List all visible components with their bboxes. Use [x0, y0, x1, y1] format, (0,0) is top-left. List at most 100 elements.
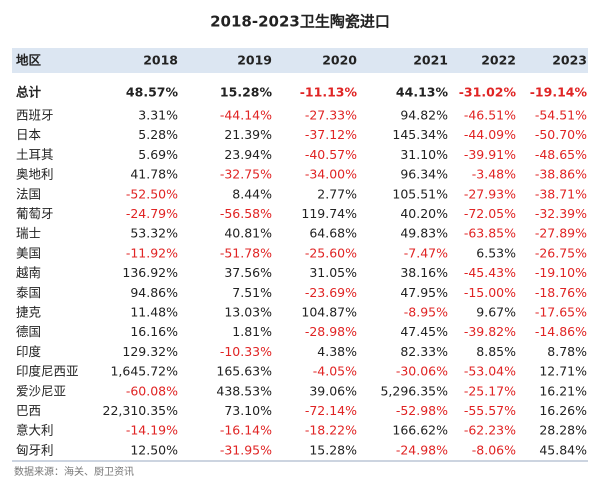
cell: -63.85% — [464, 226, 516, 241]
cell: 45.84% — [539, 442, 587, 457]
cell: -31.95% — [220, 442, 272, 457]
cell: 9.67% — [476, 305, 516, 320]
header-band — [12, 48, 588, 73]
row-label: 日本 — [16, 127, 42, 142]
cell: 44.13% — [396, 85, 449, 100]
header-cell: 2019 — [237, 53, 272, 68]
row-label: 匈牙利 — [16, 442, 54, 457]
cell: 16.21% — [539, 383, 587, 398]
cell: 82.33% — [400, 344, 448, 359]
cell: -4.05% — [313, 364, 357, 379]
cell: -16.14% — [220, 423, 272, 438]
cell: -27.93% — [464, 186, 516, 201]
row-label: 美国 — [16, 245, 41, 260]
cell: -34.00% — [305, 167, 357, 182]
cell: 38.16% — [400, 265, 448, 280]
cell: -39.82% — [464, 324, 516, 339]
cell: 166.62% — [392, 423, 448, 438]
cell: -10.33% — [220, 344, 272, 359]
cell: 1,645.72% — [110, 364, 178, 379]
cell: -44.09% — [464, 127, 516, 142]
cell: 37.56% — [224, 265, 272, 280]
cell: 136.92% — [122, 265, 178, 280]
cell: 64.68% — [309, 226, 357, 241]
row-label: 西班牙 — [16, 108, 54, 123]
cell: 12.71% — [539, 364, 587, 379]
row-label: 德国 — [16, 324, 41, 339]
cell: 13.03% — [224, 305, 272, 320]
cell: -53.04% — [464, 364, 516, 379]
cell: -51.78% — [220, 245, 272, 260]
cell: 105.51% — [392, 186, 448, 201]
cell: 12.50% — [130, 442, 178, 457]
row-label: 印度 — [16, 344, 42, 359]
footer: 数据来源：海关、厨卫资讯 — [14, 465, 134, 478]
cell: 16.26% — [539, 403, 587, 418]
cell: -48.65% — [535, 147, 587, 162]
row-label: 爱沙尼亚 — [16, 383, 66, 398]
cell: -55.57% — [464, 403, 516, 418]
cell: -62.23% — [464, 423, 516, 438]
cell: -72.05% — [464, 206, 516, 221]
title: 2018-2023卫生陶瓷进口 — [210, 13, 390, 31]
cell: -25.17% — [464, 383, 516, 398]
cell: 5.28% — [138, 127, 178, 142]
cell: 5,296.35% — [380, 383, 448, 398]
header-cell: 2020 — [322, 53, 357, 68]
cell: 438.53% — [216, 383, 272, 398]
cell: -19.14% — [530, 85, 588, 100]
row-label: 泰国 — [16, 285, 41, 300]
row-label: 印度尼西亚 — [16, 364, 79, 379]
cell: -40.57% — [305, 147, 357, 162]
cell: -18.22% — [305, 423, 357, 438]
cell: 165.63% — [216, 364, 272, 379]
cell: 4.38% — [317, 344, 357, 359]
cell: -45.43% — [464, 265, 516, 280]
cell: -37.12% — [305, 127, 357, 142]
cell: 40.81% — [224, 226, 272, 241]
cell: 8.78% — [547, 344, 587, 359]
cell: -8.95% — [404, 305, 448, 320]
cell: -27.33% — [305, 108, 357, 123]
cell: -54.51% — [535, 108, 587, 123]
cell: -27.89% — [535, 226, 587, 241]
cell: 5.69% — [138, 147, 178, 162]
cell: -11.13% — [300, 85, 358, 100]
row-label: 瑞士 — [16, 226, 41, 241]
header-cell: 地区 — [16, 53, 42, 68]
cell: -32.39% — [535, 206, 587, 221]
cell: -14.86% — [535, 324, 587, 339]
cell: 73.10% — [224, 403, 272, 418]
cell: 94.86% — [130, 285, 178, 300]
cell: -18.76% — [535, 285, 587, 300]
row-label: 巴西 — [16, 403, 41, 418]
cell: 16.16% — [130, 324, 178, 339]
cell: -30.06% — [396, 364, 448, 379]
cell: -32.75% — [220, 167, 272, 182]
cell: -7.47% — [404, 245, 448, 260]
cell: 21.39% — [224, 127, 272, 142]
row-label: 法国 — [16, 186, 41, 201]
cell: 22,310.35% — [103, 403, 179, 418]
cell: 3.31% — [138, 108, 178, 123]
cell: 48.57% — [126, 85, 179, 100]
cell: -72.14% — [305, 403, 357, 418]
cell: 96.34% — [400, 167, 448, 182]
row-label: 葡萄牙 — [16, 206, 54, 221]
row-label: 捷克 — [16, 305, 41, 320]
cell: -24.98% — [396, 442, 448, 457]
row-label: 土耳其 — [16, 147, 54, 162]
row-label: 总计 — [16, 85, 42, 100]
cell: 47.45% — [400, 324, 448, 339]
cell: -17.65% — [535, 305, 587, 320]
cell: 129.32% — [122, 344, 178, 359]
cell: 6.53% — [476, 245, 516, 260]
cell: 8.85% — [476, 344, 516, 359]
cell: 11.48% — [130, 305, 178, 320]
cell: 53.32% — [130, 226, 178, 241]
cell: 104.87% — [301, 305, 357, 320]
cell: -24.79% — [126, 206, 178, 221]
cell: 15.28% — [309, 442, 357, 457]
cell: 31.10% — [400, 147, 448, 162]
